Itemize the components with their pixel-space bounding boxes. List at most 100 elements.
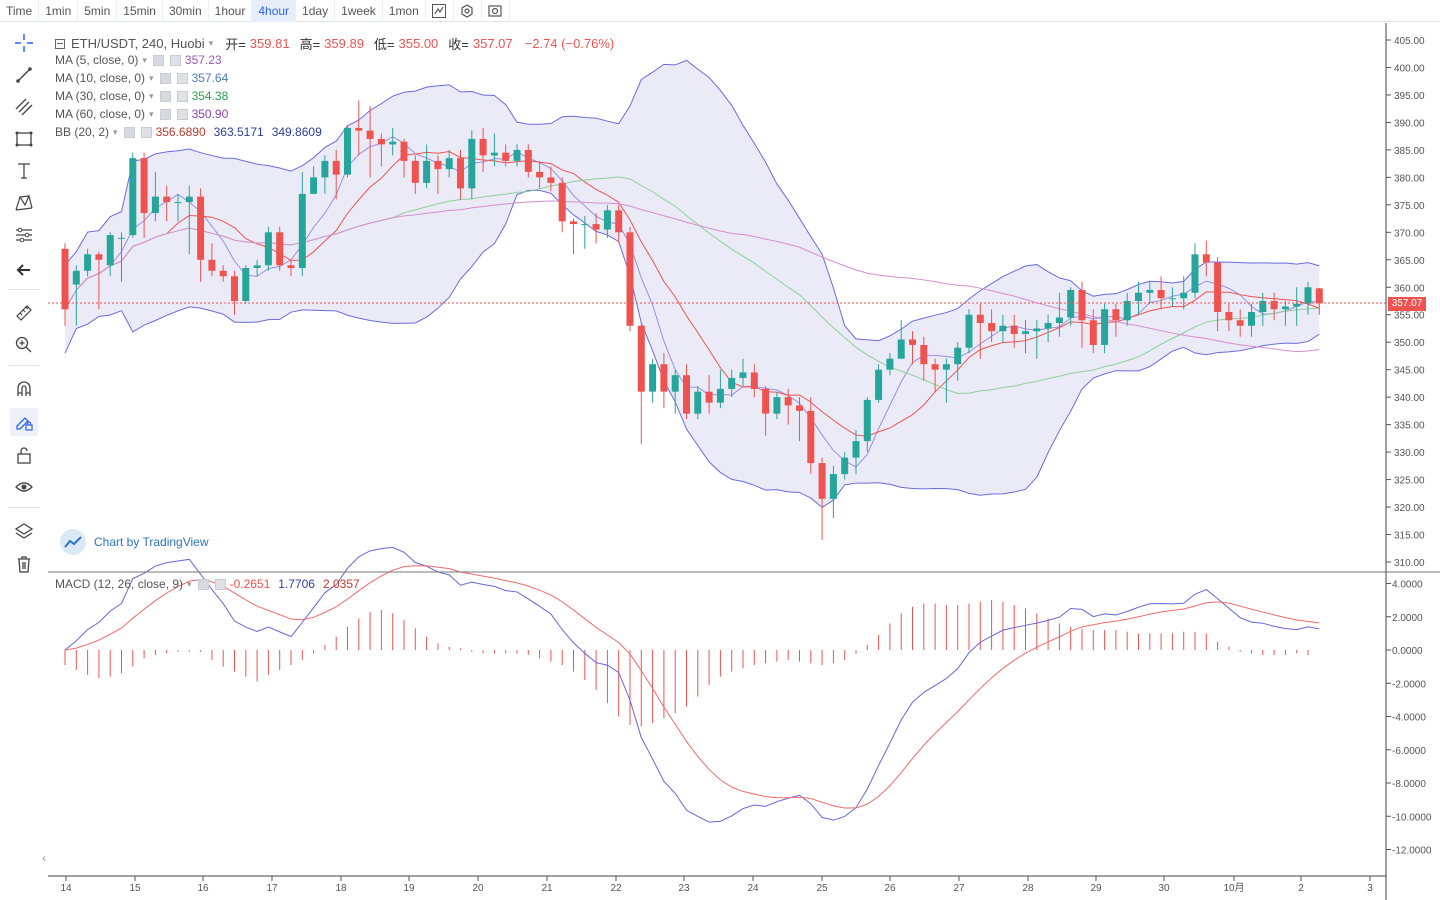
measure-icon[interactable] bbox=[10, 221, 38, 249]
crosshair-icon[interactable] bbox=[10, 29, 38, 57]
price-tick-label: 370.00 bbox=[1394, 228, 1425, 239]
candle bbox=[965, 309, 973, 354]
timeframe-30min[interactable]: 30min bbox=[163, 0, 209, 22]
rectangle-icon[interactable] bbox=[10, 125, 38, 153]
candle-body bbox=[1168, 298, 1176, 300]
settings-icon[interactable] bbox=[152, 54, 164, 66]
candle bbox=[332, 149, 340, 200]
settings-icon[interactable] bbox=[123, 126, 135, 138]
candle bbox=[705, 375, 713, 414]
candle-body bbox=[1055, 317, 1063, 323]
chevron-down-icon[interactable]: ▾ bbox=[113, 126, 118, 137]
close-icon[interactable] bbox=[176, 108, 188, 120]
candle bbox=[61, 243, 69, 326]
price-tick-label: 330.00 bbox=[1394, 448, 1425, 459]
collapse-legend-icon[interactable] bbox=[55, 38, 65, 49]
lock-draw-icon[interactable] bbox=[10, 408, 38, 436]
candle bbox=[84, 248, 92, 277]
candle-body bbox=[84, 254, 92, 271]
settings-icon[interactable] bbox=[454, 0, 482, 22]
settings-icon[interactable] bbox=[159, 72, 171, 84]
ma5-name[interactable]: MA (5, close, 0) bbox=[55, 53, 139, 67]
chevron-down-icon[interactable]: ▾ bbox=[187, 578, 192, 589]
layers-icon[interactable] bbox=[10, 517, 38, 545]
macd-name[interactable]: MACD (12, 26, close, 9) bbox=[55, 577, 184, 591]
candle bbox=[1225, 303, 1233, 332]
magnet-icon[interactable] bbox=[10, 375, 38, 403]
bb-name[interactable]: BB (20, 2) bbox=[55, 125, 110, 139]
macd-tick-label: -4.0000 bbox=[1392, 713, 1426, 724]
timeframe-4hour[interactable]: 4hour bbox=[252, 0, 297, 22]
bb-upper-value: 363.5171 bbox=[213, 125, 264, 139]
candle bbox=[355, 100, 363, 156]
price-tick-label: 365.00 bbox=[1394, 256, 1425, 267]
timeframe-1day[interactable]: 1day bbox=[296, 0, 336, 22]
candle-body bbox=[897, 339, 905, 359]
chevron-down-icon[interactable]: ▾ bbox=[149, 108, 154, 119]
pattern-icon[interactable] bbox=[10, 189, 38, 217]
zoom-in-icon[interactable] bbox=[10, 331, 38, 359]
candle bbox=[807, 397, 815, 475]
chevron-down-icon[interactable]: ▾ bbox=[149, 72, 154, 83]
axes: 405.00 400.00 395.00 390.00 385.00 380.00 375.… bbox=[60, 36, 1431, 894]
chevron-down-icon[interactable]: ▾ bbox=[208, 38, 214, 48]
close-icon[interactable] bbox=[140, 126, 152, 138]
date-tick-label: 18 bbox=[335, 883, 347, 894]
timeframe-time[interactable]: Time bbox=[0, 0, 40, 22]
candle-body bbox=[1191, 254, 1199, 293]
symbol-title[interactable]: ETH/USDT, 240, Huobi bbox=[71, 36, 205, 51]
snapshot-icon[interactable] bbox=[482, 0, 510, 22]
candle-body bbox=[389, 141, 397, 145]
candle bbox=[389, 127, 397, 156]
text-icon[interactable] bbox=[10, 157, 38, 185]
candle-body bbox=[728, 377, 736, 389]
trendline-icon[interactable] bbox=[10, 61, 38, 89]
candle bbox=[174, 193, 182, 222]
settings-icon[interactable] bbox=[159, 108, 171, 120]
timeframe-1week[interactable]: 1week bbox=[335, 0, 383, 22]
price-chart[interactable]: 405.00 400.00 395.00 390.00 385.00 380.00 375.… bbox=[48, 23, 1440, 900]
eye-icon[interactable] bbox=[10, 473, 38, 501]
settings-icon[interactable] bbox=[159, 90, 171, 102]
timeframe-15min[interactable]: 15min bbox=[117, 0, 163, 22]
candle-body bbox=[592, 224, 600, 230]
candle-body bbox=[976, 314, 984, 323]
chevron-down-icon[interactable]: ▾ bbox=[149, 90, 154, 101]
high-value: 359.89 bbox=[324, 36, 364, 51]
candle bbox=[976, 303, 984, 359]
ruler-icon[interactable] bbox=[10, 299, 38, 327]
candle bbox=[490, 133, 498, 167]
change-value: −2.74 (−0.76%) bbox=[524, 36, 615, 51]
date-tick-label: 26 bbox=[884, 883, 896, 894]
candle-body bbox=[253, 265, 261, 269]
ma10-name[interactable]: MA (10, close, 0) bbox=[55, 71, 146, 85]
candle-body bbox=[423, 160, 431, 183]
close-icon[interactable] bbox=[176, 90, 188, 102]
timeframe-1mon[interactable]: 1mon bbox=[383, 0, 426, 22]
candle bbox=[140, 152, 148, 238]
fib-icon[interactable] bbox=[10, 93, 38, 121]
timeframe-1hour[interactable]: 1hour bbox=[209, 0, 253, 22]
unlock-icon[interactable] bbox=[10, 441, 38, 469]
settings-icon[interactable] bbox=[197, 578, 209, 590]
candle-body bbox=[355, 127, 363, 131]
ma30-name[interactable]: MA (30, close, 0) bbox=[55, 89, 146, 103]
candle-body bbox=[366, 130, 374, 139]
candle bbox=[1067, 287, 1075, 326]
candle bbox=[1089, 309, 1097, 354]
timeframe-5min[interactable]: 5min bbox=[78, 0, 118, 22]
back-arrow-icon[interactable] bbox=[10, 256, 38, 284]
close-icon[interactable] bbox=[214, 578, 226, 590]
collapse-toolbar-icon[interactable]: ‹ bbox=[42, 851, 46, 865]
close-icon[interactable] bbox=[176, 72, 188, 84]
chevron-down-icon[interactable]: ▾ bbox=[142, 54, 147, 65]
timeframe-1min[interactable]: 1min bbox=[39, 0, 79, 22]
candle bbox=[411, 155, 419, 194]
ma60-name[interactable]: MA (60, close, 0) bbox=[55, 107, 146, 121]
candle bbox=[683, 364, 690, 420]
trash-icon[interactable] bbox=[10, 550, 38, 578]
tradingview-watermark[interactable]: Chart by TradingView bbox=[60, 528, 209, 556]
indicator-icon[interactable] bbox=[426, 0, 454, 22]
candle-body bbox=[457, 158, 464, 189]
close-icon[interactable] bbox=[169, 54, 181, 66]
